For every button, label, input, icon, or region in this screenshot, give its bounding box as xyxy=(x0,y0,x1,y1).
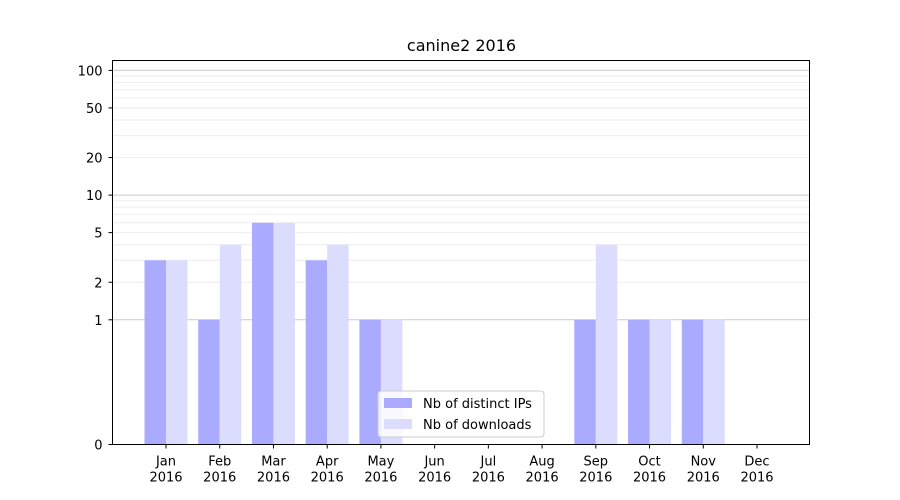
bar-distinct-ips xyxy=(681,319,704,445)
y-tick-label: 0 xyxy=(94,439,102,454)
y-tick-label: 20 xyxy=(86,152,103,167)
grid-layer xyxy=(112,69,810,321)
x-tick-label: Oct 2016 xyxy=(633,455,666,486)
x-tick-label: Aug 2016 xyxy=(526,455,559,486)
y-tick-label: 5 xyxy=(94,227,102,242)
ticks-layer: 0 1 2 5 10 20 50 100 Jan 2016 Feb 2016 Mar 2016 Apr 201… xyxy=(78,64,774,485)
legend-box xyxy=(377,390,545,438)
y-tick-label: 50 xyxy=(86,102,103,117)
bar-distinct-ips xyxy=(574,319,596,445)
bar-downloads xyxy=(327,244,349,445)
x-tick-label: Mar 2016 xyxy=(257,455,290,486)
x-tick-label: Jan 2016 xyxy=(149,455,182,486)
legend-swatch-distinct-ips xyxy=(384,398,412,408)
bar-distinct-ips xyxy=(144,260,166,445)
chart-title: canine2 2016 xyxy=(407,36,516,55)
bar-distinct-ips xyxy=(305,260,328,445)
x-tick-label: Feb 2016 xyxy=(203,455,236,486)
bar-distinct-ips xyxy=(251,222,274,445)
legend-label-distinct-ips: Nb of distinct IPs xyxy=(423,397,532,412)
bar-distinct-ips xyxy=(628,319,650,445)
y-tick-label: 1 xyxy=(94,314,102,329)
x-tick-label: Dec 2016 xyxy=(740,455,773,486)
y-tick-label: 2 xyxy=(94,276,102,291)
legend-swatch-downloads xyxy=(384,419,412,429)
legend-label-downloads: Nb of downloads xyxy=(423,418,532,433)
x-tick-label: Apr 2016 xyxy=(311,455,344,486)
x-tick-label: May 2016 xyxy=(364,455,397,486)
legend: Nb of distinct IPs Nb of downloads xyxy=(377,390,545,438)
bar-downloads xyxy=(703,319,725,445)
y-tick-label: 10 xyxy=(86,189,103,204)
y-tick-label: 100 xyxy=(78,64,103,79)
axes-layer xyxy=(112,60,810,445)
x-tick-label: Sep 2016 xyxy=(579,455,612,486)
bar-downloads xyxy=(166,260,188,445)
bar-downloads xyxy=(219,244,242,445)
bars-layer xyxy=(144,222,725,445)
x-tick-label: Jul 2016 xyxy=(472,455,505,486)
bar-distinct-ips xyxy=(359,319,381,445)
bar-downloads xyxy=(273,222,295,445)
plot-frame xyxy=(112,60,810,445)
bar-downloads xyxy=(595,244,618,445)
x-tick-label: Nov 2016 xyxy=(687,455,720,486)
bar-downloads xyxy=(649,319,672,445)
x-tick-label: Jun 2016 xyxy=(418,455,451,486)
bar-distinct-ips xyxy=(198,319,220,445)
